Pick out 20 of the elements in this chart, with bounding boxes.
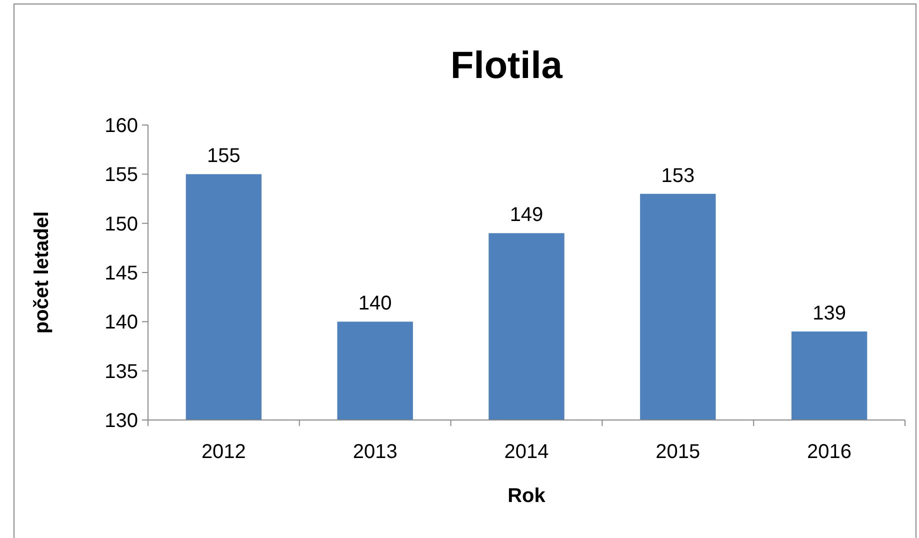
y-tick-label: 150 bbox=[104, 213, 138, 236]
x-tick-label: 2015 bbox=[656, 441, 700, 463]
x-tick-label: 2016 bbox=[807, 441, 852, 463]
data-label: 149 bbox=[510, 204, 544, 226]
y-tick-label: 135 bbox=[104, 360, 138, 383]
chart-title: Flotila bbox=[450, 45, 564, 87]
y-tick-label: 155 bbox=[104, 164, 138, 186]
data-label: 153 bbox=[661, 164, 695, 187]
y-tick-label: 130 bbox=[104, 410, 138, 432]
data-label: 155 bbox=[207, 145, 240, 168]
data-label: 140 bbox=[358, 292, 392, 315]
data-label: 139 bbox=[812, 302, 846, 324]
y-tick-label: 145 bbox=[104, 262, 138, 284]
x-axis-title: Rok bbox=[508, 485, 546, 507]
x-tick-label: 2013 bbox=[352, 441, 398, 463]
x-tick-label: 2014 bbox=[504, 441, 549, 463]
x-tick-label: 2012 bbox=[201, 441, 246, 463]
y-tick-label: 140 bbox=[104, 312, 138, 334]
y-tick-label: 160 bbox=[104, 115, 138, 137]
y-axis-title: počet letadel bbox=[31, 211, 53, 334]
